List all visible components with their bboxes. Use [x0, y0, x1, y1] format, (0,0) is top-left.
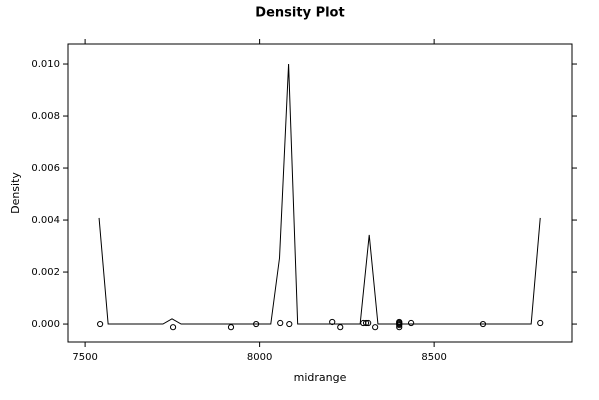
data-point	[396, 321, 403, 329]
data-point	[362, 319, 370, 327]
y-tick-label: 0.008	[31, 111, 60, 122]
y-tick-label: 0.010	[31, 59, 60, 70]
data-point	[372, 324, 379, 331]
data-point	[286, 320, 293, 328]
data-point	[365, 319, 372, 327]
x-tick-label: 7500	[72, 352, 97, 363]
y-axis-title: Density	[9, 172, 22, 214]
y-tick-label: 0.000	[31, 319, 60, 330]
data-point	[479, 320, 487, 328]
data-point	[253, 320, 260, 328]
data-point	[169, 324, 177, 331]
y-tick-label: 0.006	[31, 163, 60, 174]
data-point	[227, 324, 235, 331]
x-axis-title: midrange	[294, 371, 347, 384]
data-point	[396, 324, 403, 331]
x-tick-label: 8000	[247, 352, 272, 363]
data-point	[537, 319, 544, 327]
x-tick-label: 8500	[421, 352, 446, 363]
data-point	[97, 320, 104, 328]
data-point	[407, 319, 415, 327]
y-tick-label: 0.004	[31, 215, 60, 226]
data-point	[277, 319, 284, 327]
data-point	[337, 324, 344, 331]
plot-frame	[67, 43, 573, 343]
data-point	[329, 318, 336, 326]
density-line	[98, 63, 541, 325]
chart-title: Density Plot	[255, 6, 344, 21]
y-tick-label: 0.002	[31, 267, 60, 278]
